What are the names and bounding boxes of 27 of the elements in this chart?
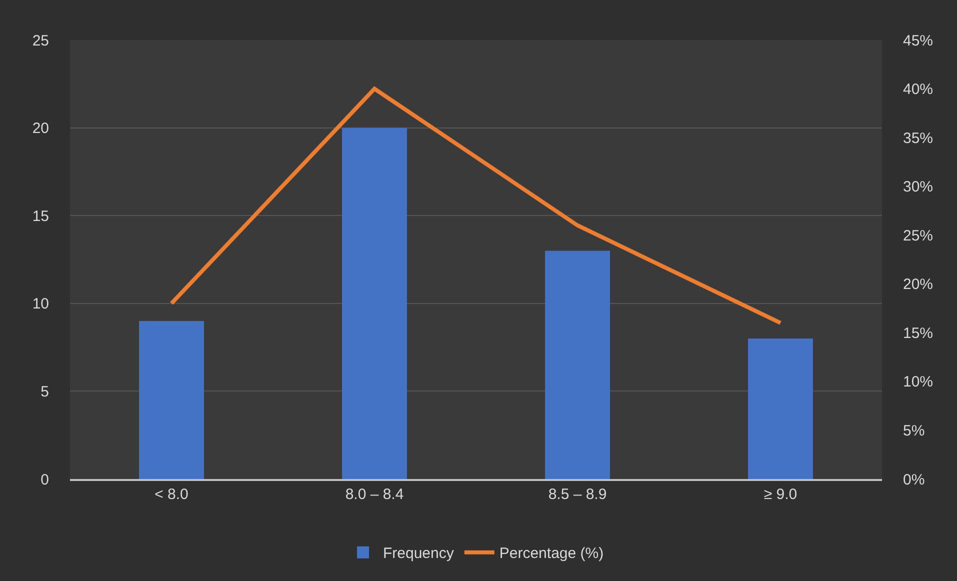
y2-tick-label: 15% bbox=[903, 324, 934, 342]
y-tick-label: 0 bbox=[40, 471, 49, 488]
x-tick-label: 8.5 – 8.9 bbox=[548, 486, 607, 503]
y-tick-label: 5 bbox=[40, 383, 49, 400]
bar bbox=[545, 250, 610, 479]
y2-tick-label: 0% bbox=[903, 471, 925, 488]
bar bbox=[342, 128, 407, 479]
y2-tick-label: 40% bbox=[903, 81, 934, 98]
y-tick-label: 25 bbox=[32, 32, 49, 50]
x-tick-label: ≥ 9.0 bbox=[764, 486, 798, 503]
y-tick-label: 20 bbox=[32, 120, 49, 138]
x-tick-label: < 8.0 bbox=[154, 486, 188, 503]
bar bbox=[748, 338, 813, 479]
x-tick-label: 8.0 – 8.4 bbox=[345, 486, 404, 503]
y2-tick-label: 20% bbox=[903, 276, 934, 294]
y-tick-label: 10 bbox=[32, 296, 49, 313]
line-series bbox=[170, 86, 782, 325]
legend-label: Frequency bbox=[383, 545, 454, 562]
y2-tick-label: 45% bbox=[903, 32, 934, 50]
y2-tick-label: 10% bbox=[903, 374, 934, 391]
y2-tick-label: 25% bbox=[903, 227, 934, 244]
y2-tick-label: 35% bbox=[903, 130, 934, 147]
bar bbox=[139, 320, 204, 479]
y2-tick-label: 5% bbox=[903, 422, 925, 440]
legend-label: Percentage (%) bbox=[499, 545, 604, 562]
y-tick-label: 15 bbox=[32, 208, 49, 225]
y2-tick-label: 30% bbox=[903, 178, 934, 196]
